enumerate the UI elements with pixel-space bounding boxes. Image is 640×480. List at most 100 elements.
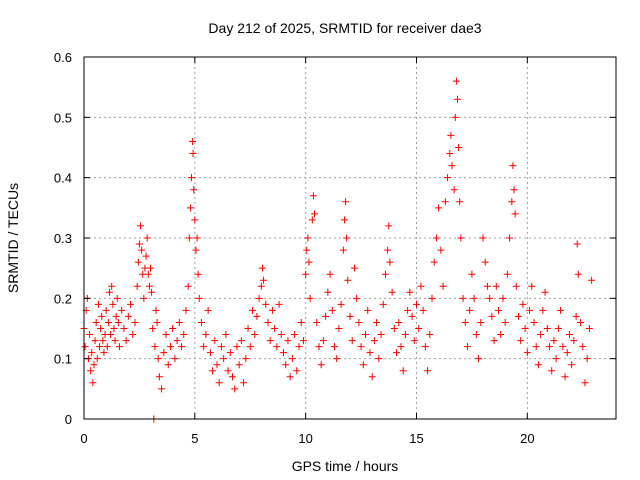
data-point: [426, 331, 434, 339]
data-point: [561, 373, 569, 381]
data-point: [517, 337, 525, 345]
data-point: [477, 318, 485, 326]
data-point: [448, 162, 456, 170]
data-point: [180, 331, 188, 339]
data-point: [428, 294, 436, 302]
data-point: [226, 349, 234, 357]
data-point: [293, 367, 301, 375]
data-point: [375, 355, 383, 363]
data-point: [364, 306, 372, 314]
data-point: [395, 318, 403, 326]
data-point: [288, 355, 296, 363]
data-point: [366, 349, 374, 357]
data-point: [488, 312, 496, 320]
data-point: [393, 349, 401, 357]
data-point: [343, 234, 351, 242]
data-point: [135, 240, 143, 248]
data-point: [337, 300, 345, 308]
data-point: [355, 318, 363, 326]
data-point: [519, 300, 527, 308]
data-point: [284, 337, 292, 345]
data-point: [191, 216, 199, 224]
data-point: [379, 300, 387, 308]
data-point: [417, 282, 425, 290]
data-point: [273, 343, 281, 351]
data-point: [122, 337, 130, 345]
data-point: [131, 318, 139, 326]
data-point: [509, 162, 517, 170]
axis-ticks: [83, 56, 616, 420]
data-point: [149, 325, 157, 332]
data-point: [197, 318, 205, 326]
data-point: [222, 331, 230, 339]
data-point: [439, 282, 447, 290]
tick-labels: 0 0.1 0.2 0.3 0.4 0.5 0.6 0 5 10 15 20: [54, 50, 535, 446]
data-point: [92, 318, 100, 326]
data-point: [537, 331, 545, 339]
x-tick-label: 0: [80, 431, 87, 446]
data-point: [246, 343, 254, 351]
data-point: [266, 337, 274, 345]
data-point: [557, 306, 565, 314]
data-point: [166, 343, 174, 351]
data-point: [142, 252, 150, 260]
data-point: [89, 379, 97, 387]
data-point: [463, 343, 471, 351]
data-point: [169, 325, 177, 332]
data-point: [213, 361, 221, 369]
data-point: [483, 282, 491, 290]
data-point: [189, 137, 197, 145]
data-point: [244, 325, 252, 332]
data-point: [277, 331, 285, 339]
data-point: [419, 306, 427, 314]
data-point: [264, 318, 272, 326]
data-point: [97, 325, 105, 332]
data-point: [108, 282, 116, 290]
data-point: [211, 337, 219, 345]
data-point: [410, 337, 418, 345]
data-point: [385, 222, 393, 230]
y-axis-label: SRMTID / TECUs: [5, 183, 21, 293]
data-point: [570, 337, 578, 345]
data-point: [424, 367, 432, 375]
data-point: [490, 337, 498, 345]
data-point: [231, 385, 239, 393]
data-point: [579, 343, 587, 351]
data-point: [215, 379, 223, 387]
data-point: [532, 343, 540, 351]
data-point: [81, 343, 89, 351]
y-tick-label: 0.4: [54, 171, 72, 186]
data-point: [188, 174, 196, 182]
data-point: [454, 95, 462, 103]
data-point: [348, 337, 356, 345]
data-point: [105, 288, 113, 296]
data-point: [344, 276, 352, 284]
data-point: [446, 150, 454, 158]
data-point: [526, 306, 534, 314]
data-point: [388, 288, 396, 296]
data-point: [377, 331, 385, 339]
data-point: [430, 258, 438, 266]
data-point: [450, 186, 458, 194]
data-point: [339, 246, 347, 254]
data-point: [495, 306, 503, 314]
data-point: [346, 312, 354, 320]
data-point: [120, 325, 128, 332]
data-point: [173, 337, 181, 345]
data-point: [153, 318, 161, 326]
y-tick-label: 0.6: [54, 50, 72, 65]
data-point: [140, 294, 148, 302]
data-point: [209, 367, 217, 375]
data-point: [475, 355, 483, 363]
data-point: [151, 343, 159, 351]
data-point: [350, 264, 358, 272]
data-point: [541, 288, 549, 296]
x-tick-label: 20: [520, 431, 534, 446]
data-point: [568, 361, 576, 369]
data-point: [262, 300, 270, 308]
data-point: [178, 343, 186, 351]
data-point: [91, 337, 99, 345]
data-point: [588, 276, 596, 284]
data-point: [202, 331, 210, 339]
